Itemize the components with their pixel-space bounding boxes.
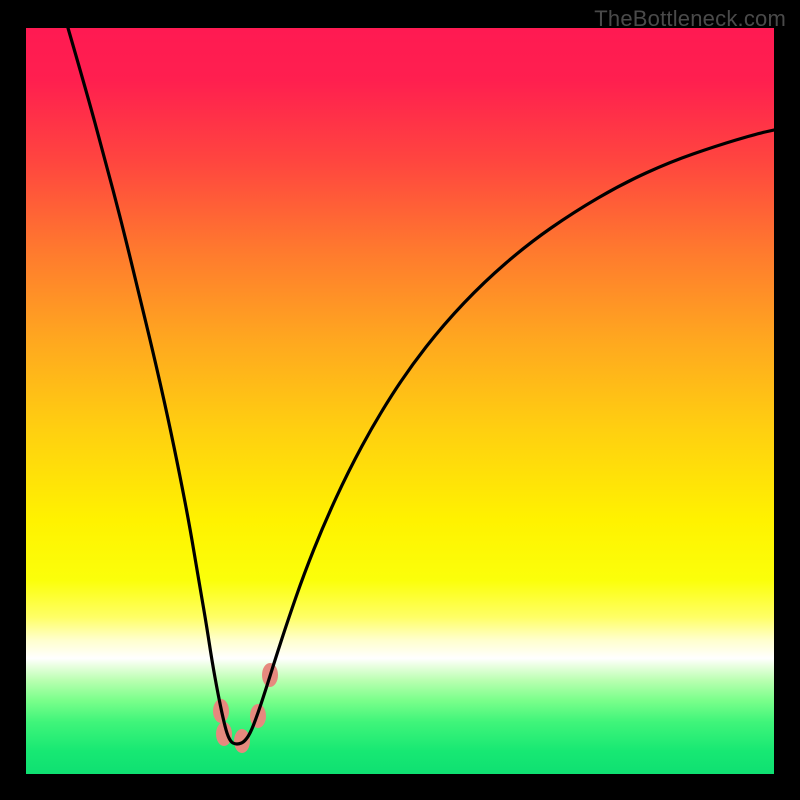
plot-area [26, 28, 774, 774]
chart-container: TheBottleneck.com [0, 0, 800, 800]
gradient-background [26, 28, 774, 774]
plot-svg [26, 28, 774, 774]
